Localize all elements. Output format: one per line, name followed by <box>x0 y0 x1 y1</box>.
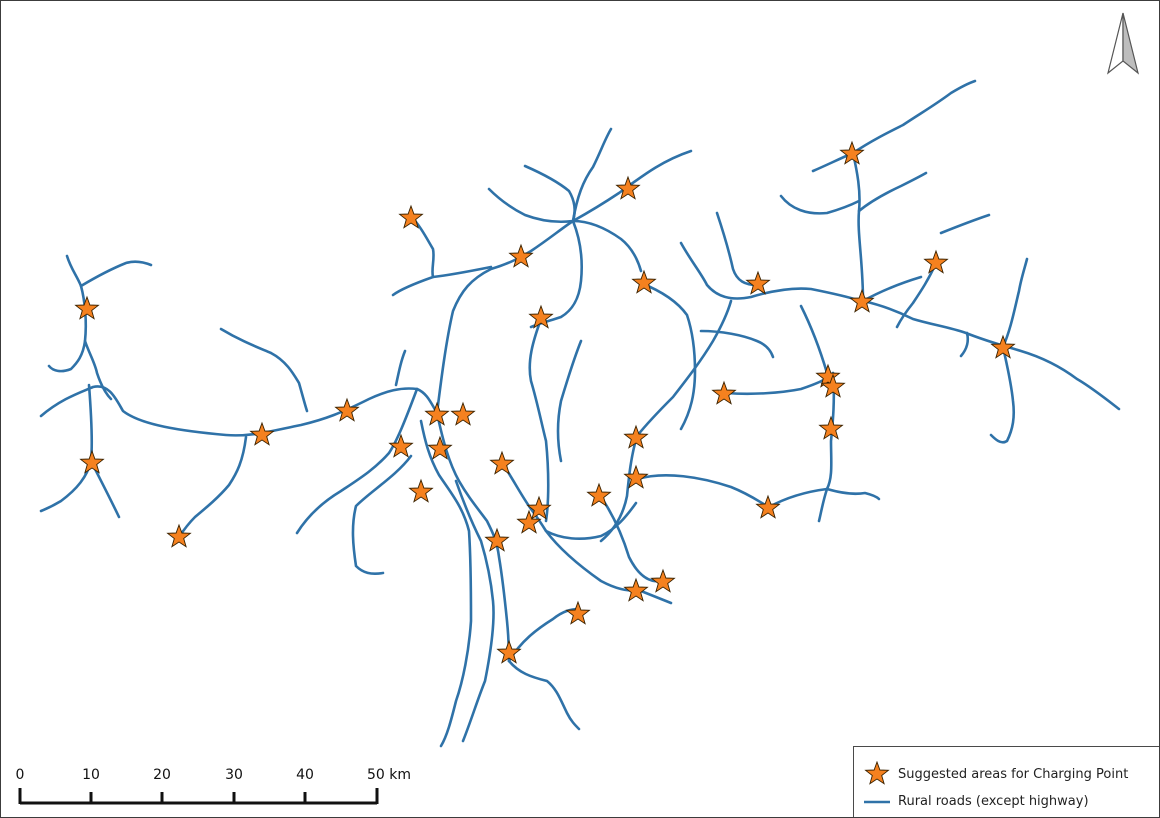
charging-point-star[interactable] <box>75 296 99 320</box>
charging-point-star[interactable] <box>409 479 433 503</box>
star-icon <box>865 761 889 785</box>
charging-point-star[interactable] <box>840 141 864 165</box>
charging-point-star[interactable] <box>250 422 274 446</box>
map-legend: Suggested areas for Charging Point Rural… <box>853 746 1159 817</box>
road-network <box>39 79 1121 748</box>
charging-point-star[interactable] <box>991 335 1015 359</box>
charging-point-star[interactable] <box>587 483 611 507</box>
charging-point-star[interactable] <box>746 271 770 295</box>
scale-label: 0 <box>16 767 25 783</box>
scale-label: 50 km <box>367 767 411 783</box>
charging-point-star[interactable] <box>756 495 780 519</box>
legend-label: Suggested areas for Charging Point <box>898 766 1129 782</box>
charging-point-star[interactable] <box>425 402 449 426</box>
scale-label: 40 <box>296 767 314 783</box>
charging-point-star[interactable] <box>490 451 514 475</box>
scale-label: 20 <box>153 767 171 783</box>
charging-point-star[interactable] <box>509 244 533 268</box>
legend-item-charging-point: Suggested areas for Charging Point <box>854 761 1128 787</box>
charging-point-star[interactable] <box>632 270 656 294</box>
charging-point-star[interactable] <box>850 289 874 313</box>
north-arrow-icon <box>1106 12 1140 75</box>
charging-point-star[interactable] <box>167 524 191 548</box>
scale-label: 30 <box>225 767 243 783</box>
charging-point-star[interactable] <box>566 601 590 625</box>
charging-point-star[interactable] <box>712 381 736 405</box>
legend-item-rural-roads: Rural roads (except highway) <box>854 794 1089 809</box>
charging-point-star[interactable] <box>335 398 359 422</box>
charging-point-star[interactable] <box>389 434 413 458</box>
line-icon <box>864 800 890 803</box>
charging-point-star[interactable] <box>651 569 675 593</box>
charging-point-star[interactable] <box>624 578 648 602</box>
charging-point-star[interactable] <box>451 402 475 426</box>
scale-label: 10 <box>82 767 100 783</box>
charging-point-star[interactable] <box>924 250 948 274</box>
legend-label: Rural roads (except highway) <box>898 794 1089 809</box>
scale-bar: 0 10 20 30 40 50 km <box>16 767 411 805</box>
charging-point-star[interactable] <box>80 450 104 474</box>
